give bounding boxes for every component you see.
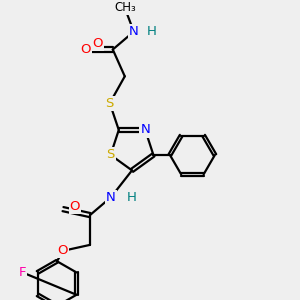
Text: O: O (58, 244, 68, 257)
Text: O: O (92, 37, 103, 50)
Text: H: H (147, 25, 157, 38)
Text: CH₃: CH₃ (114, 1, 136, 14)
Text: N: N (129, 25, 139, 38)
Text: F: F (19, 266, 26, 279)
Text: O: O (80, 43, 91, 56)
Text: S: S (106, 97, 114, 110)
Text: H: H (127, 191, 137, 204)
Text: N: N (106, 191, 116, 204)
Text: S: S (106, 148, 115, 161)
Text: O: O (70, 200, 80, 213)
Text: N: N (140, 124, 150, 136)
